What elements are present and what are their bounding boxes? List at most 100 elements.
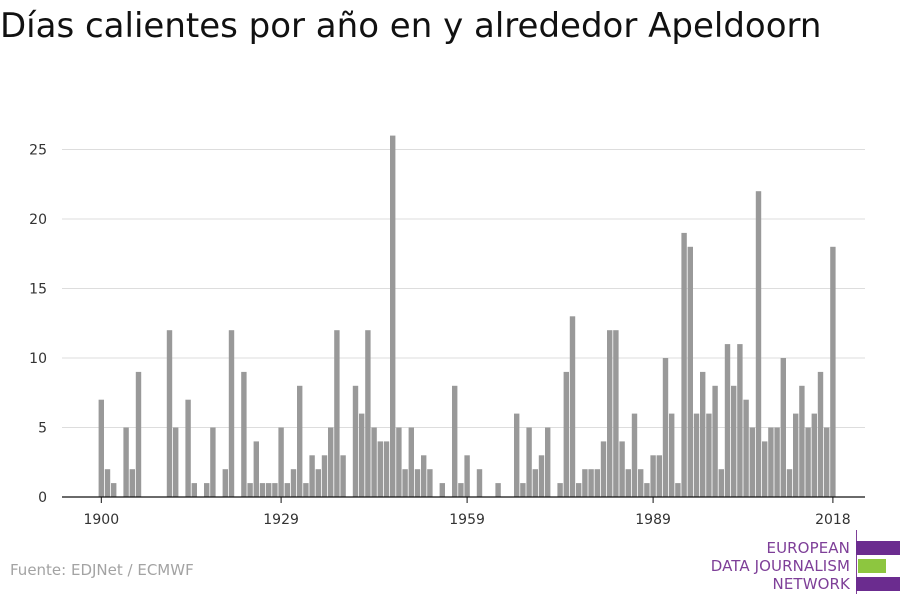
bar-1924 (247, 483, 253, 497)
bar-2006 (755, 191, 762, 497)
bar-1967 (514, 413, 520, 497)
bar-1920 (222, 469, 228, 497)
bar-1987 (638, 469, 644, 497)
bar-1915 (191, 483, 197, 497)
bar-1937 (328, 427, 334, 497)
edjnet-logo[interactable]: EUROPEAN DATA JOURNALISM NETWORK (700, 528, 900, 600)
bar-1927 (266, 483, 272, 497)
bar-2009 (774, 427, 780, 497)
bar-1995 (687, 246, 693, 497)
bar-1961 (476, 469, 483, 497)
bar-1952 (421, 455, 427, 497)
bar-1918 (210, 427, 216, 497)
bar-2011 (786, 469, 793, 497)
logo-bar-purple-bottom (856, 577, 900, 591)
bar-1905 (129, 469, 135, 497)
x-tick-label-1929: 1929 (263, 512, 299, 528)
logo-text-data-journalism: DATA JOURNALISM (710, 557, 850, 575)
bar-1975 (563, 371, 569, 497)
bar-2003 (737, 344, 743, 497)
bar-series (98, 135, 836, 497)
bar-1936 (321, 455, 328, 497)
bar-2000 (718, 469, 724, 497)
bar-2014 (805, 427, 811, 497)
bar-1929 (278, 427, 284, 497)
bar-1926 (259, 483, 266, 497)
bar-2015 (811, 413, 817, 497)
bar-1928 (272, 483, 278, 497)
bar-1994 (681, 232, 687, 497)
bar-1957 (452, 385, 458, 497)
bar-1935 (315, 469, 321, 497)
bar-1986 (631, 413, 638, 497)
bar-2002 (731, 385, 737, 497)
bar-1998 (706, 413, 712, 497)
bar-1971 (538, 455, 545, 497)
bar-1979 (588, 469, 594, 497)
bar-1980 (594, 469, 600, 497)
y-tick-label-10: 10 (29, 351, 47, 367)
x-tick-label-1959: 1959 (449, 512, 485, 528)
bar-2018 (830, 246, 836, 497)
source-note: Fuente: EDJNet / ECMWF (10, 561, 194, 579)
bar-1999 (712, 385, 718, 497)
bar-1902 (111, 483, 117, 497)
bar-1992 (669, 413, 675, 497)
bar-1959 (464, 455, 470, 497)
bar-chart: 0 5 10 15 20 25 1900 1929 1959 1989 2018 (29, 135, 865, 528)
bar-1988 (644, 483, 650, 497)
bar-1976 (569, 316, 576, 497)
x-axis: 1900 1929 1959 1989 2018 (62, 496, 865, 528)
gridlines (62, 149, 865, 428)
x-tick-label-1900: 1900 (83, 512, 119, 528)
bar-1991 (662, 358, 669, 497)
bar-1921 (228, 330, 235, 497)
bar-1993 (675, 483, 681, 497)
bar-2012 (793, 413, 799, 497)
y-tick-label-20: 20 (29, 212, 47, 228)
bar-1953 (427, 469, 433, 497)
bar-1900 (98, 399, 104, 497)
bar-1901 (104, 469, 111, 497)
logo-bar-purple-top (856, 541, 900, 555)
bar-1964 (495, 483, 501, 497)
bar-2016 (817, 371, 824, 497)
bar-1968 (520, 483, 526, 497)
bar-1945 (377, 441, 383, 497)
bar-1983 (613, 330, 619, 497)
bar-1989 (650, 455, 656, 497)
logo-text-network: NETWORK (772, 575, 850, 593)
x-tick-label-2018: 2018 (815, 512, 851, 528)
bar-2001 (724, 344, 731, 497)
logo-text-european: EUROPEAN (766, 539, 850, 557)
bar-1955 (439, 483, 445, 497)
bar-2005 (749, 427, 755, 497)
y-tick-label-25: 25 (29, 143, 47, 159)
bar-2010 (780, 358, 786, 497)
bar-1982 (607, 330, 613, 497)
logo-bar-green (858, 559, 886, 573)
bar-1974 (557, 483, 563, 497)
bar-1938 (334, 330, 340, 497)
bar-1947 (390, 135, 396, 497)
bar-1931 (290, 469, 297, 497)
bar-1977 (576, 483, 582, 497)
bar-1981 (600, 441, 607, 497)
x-tick-label-1989: 1989 (635, 512, 671, 528)
bar-1939 (340, 455, 346, 497)
bar-1948 (396, 427, 402, 497)
logo-divider (856, 530, 857, 594)
bar-1933 (303, 483, 309, 497)
bar-1914 (185, 399, 191, 497)
y-tick-label-0: 0 (38, 490, 47, 506)
bar-2004 (743, 399, 749, 497)
bar-1949 (402, 469, 408, 497)
bar-1996 (693, 413, 700, 497)
bar-2008 (768, 427, 774, 497)
bar-1911 (166, 330, 173, 497)
chart-title: Días calientes por año en y alrededor Ap… (0, 6, 822, 46)
bar-1972 (545, 427, 551, 497)
bar-1946 (383, 441, 390, 497)
y-axis-tick-labels: 0 5 10 15 20 25 (29, 143, 47, 507)
bar-1970 (532, 469, 538, 497)
